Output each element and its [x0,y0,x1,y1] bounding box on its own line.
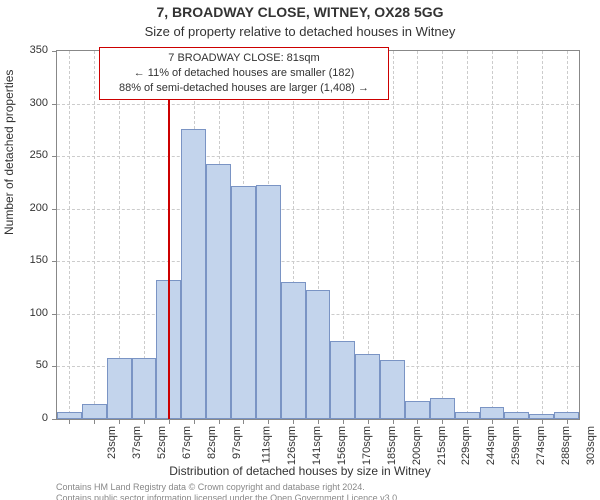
plot-area [56,50,580,420]
gridline-vertical [442,51,443,419]
x-tick-label: 303sqm [586,426,597,465]
y-tick-mark [52,314,56,315]
y-tick-label: 50 [8,359,48,371]
histogram-bar [281,282,306,419]
histogram-bar [355,354,380,419]
annotation-line-2: ← 11% of detached houses are smaller (18… [106,66,382,81]
histogram-bar [405,401,430,419]
gridline-vertical [94,51,95,419]
histogram-bar [529,414,554,419]
x-tick-label: 37sqm [132,426,143,459]
x-tick-mark [169,420,170,424]
histogram-bar [504,412,529,419]
x-tick-mark [393,420,394,424]
gridline-vertical [542,51,543,419]
x-tick-label: 288sqm [561,426,572,465]
histogram-bar [132,358,157,419]
y-tick-mark [52,209,56,210]
histogram-bar [57,412,82,419]
y-tick-label: 300 [8,97,48,109]
histogram-bar [206,164,231,419]
y-tick-label: 0 [8,412,48,424]
annotation-line-1: 7 BROADWAY CLOSE: 81sqm [106,51,382,66]
annotation-line-3: 88% of semi-detached houses are larger (… [106,81,382,96]
x-tick-mark [318,420,319,424]
y-tick-mark [52,51,56,52]
histogram-bar [455,412,480,419]
x-tick-mark [144,420,145,424]
x-tick-mark [69,420,70,424]
gridline-vertical [517,51,518,419]
gridline-vertical [567,51,568,419]
property-marker-line [168,51,170,419]
histogram-bar [430,398,455,419]
y-tick-label: 100 [8,307,48,319]
x-tick-label: 67sqm [182,426,193,459]
histogram-bar [554,412,579,419]
x-tick-mark [194,420,195,424]
x-tick-mark [119,420,120,424]
x-tick-label: 141sqm [312,426,323,465]
x-tick-label: 156sqm [337,426,348,465]
chart-title: 7, BROADWAY CLOSE, WITNEY, OX28 5GG [0,4,600,20]
annotation-box: 7 BROADWAY CLOSE: 81sqm ← 11% of detache… [99,47,389,100]
x-tick-label: 170sqm [362,426,373,465]
x-tick-mark [442,420,443,424]
x-axis-label: Distribution of detached houses by size … [0,464,600,478]
x-tick-label: 244sqm [486,426,497,465]
histogram-bar [306,290,331,419]
x-tick-mark [567,420,568,424]
y-tick-mark [52,366,56,367]
histogram-bar [107,358,132,419]
x-tick-mark [94,420,95,424]
x-tick-mark [219,420,220,424]
x-tick-mark [542,420,543,424]
y-tick-mark [52,156,56,157]
x-tick-label: 259sqm [511,426,522,465]
x-tick-mark [343,420,344,424]
x-tick-label: 215sqm [437,426,448,465]
histogram-bar [82,404,107,419]
x-tick-mark [417,420,418,424]
x-tick-label: 97sqm [232,426,243,459]
attribution-text: Contains HM Land Registry data © Crown c… [56,482,400,500]
y-tick-mark [52,419,56,420]
x-tick-label: 185sqm [387,426,398,465]
x-tick-mark [368,420,369,424]
x-tick-mark [293,420,294,424]
histogram-bar [330,341,355,419]
x-tick-mark [268,420,269,424]
x-tick-mark [243,420,244,424]
histogram-bar [480,407,505,419]
x-tick-label: 23sqm [107,426,118,459]
histogram-bar [181,129,206,419]
y-tick-label: 200 [8,202,48,214]
y-tick-label: 250 [8,149,48,161]
y-tick-mark [52,104,56,105]
x-tick-mark [467,420,468,424]
y-tick-mark [52,261,56,262]
gridline-vertical [492,51,493,419]
x-tick-label: 111sqm [261,426,272,464]
x-tick-mark [492,420,493,424]
x-tick-label: 200sqm [412,426,423,465]
x-tick-label: 274sqm [536,426,547,465]
gridline-vertical [467,51,468,419]
gridline-vertical [69,51,70,419]
gridline-vertical [417,51,418,419]
x-tick-label: 52sqm [157,426,168,459]
histogram-bar [231,186,256,419]
x-tick-label: 126sqm [288,426,299,465]
histogram-bar [380,360,405,419]
y-tick-label: 350 [8,44,48,56]
x-tick-label: 229sqm [462,426,473,465]
x-tick-mark [517,420,518,424]
x-tick-label: 82sqm [207,426,218,459]
chart-subtitle: Size of property relative to detached ho… [0,24,600,39]
histogram-bar [256,185,281,419]
y-tick-label: 150 [8,254,48,266]
chart-container: { "title": "7, BROADWAY CLOSE, WITNEY, O… [0,0,600,500]
plot-inner [57,51,579,419]
